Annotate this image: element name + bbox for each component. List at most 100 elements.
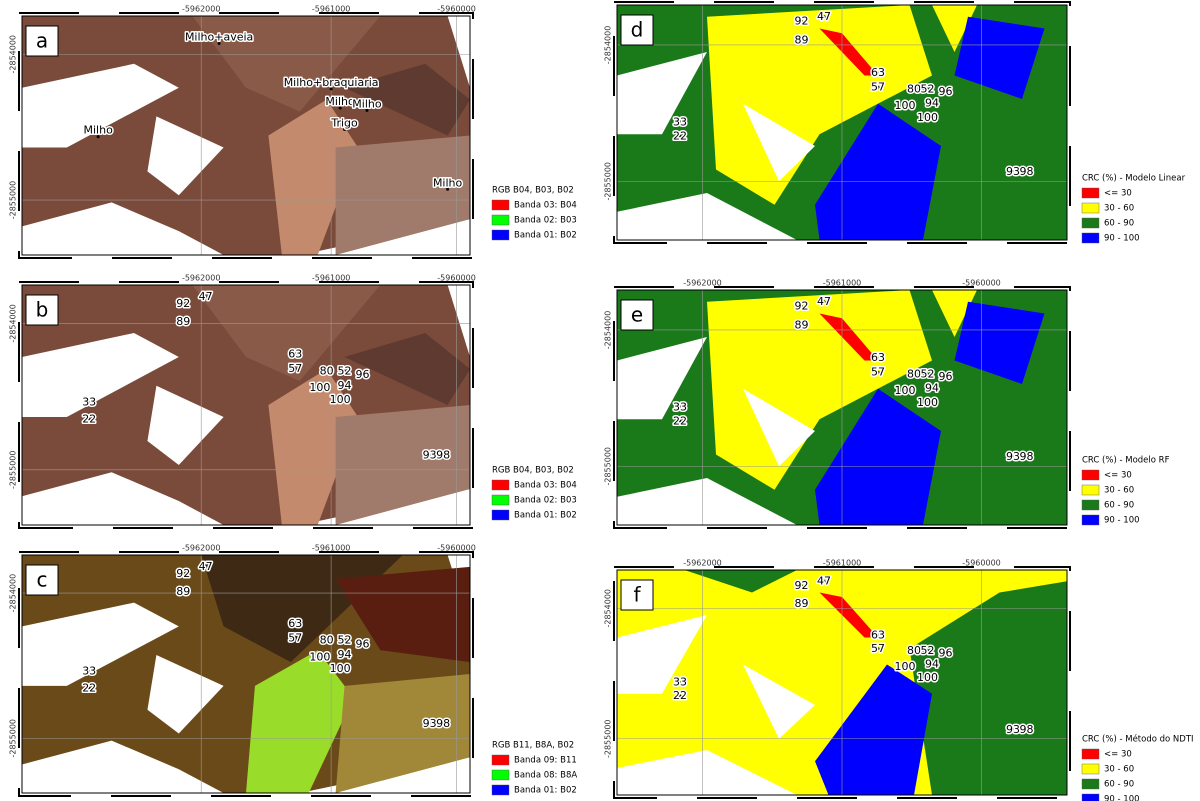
sample-point (930, 387, 934, 391)
map-area (909, 581, 1067, 795)
point-label: 22 (673, 689, 687, 702)
sample-point (293, 622, 297, 626)
point-label: 47 (199, 290, 213, 303)
point-label: 80 (907, 644, 921, 657)
point-label: 98 (1020, 165, 1034, 178)
sample-point (876, 633, 880, 637)
legend-swatch (1081, 469, 1100, 481)
x-tick-label: -5960000 (962, 559, 1001, 568)
sample-point (944, 651, 947, 655)
x-tick-label: -5962000 (182, 274, 221, 283)
point-label: 94 (925, 658, 939, 671)
point-label: 96 (939, 370, 953, 383)
map-image (22, 555, 470, 793)
point-label: 47 (817, 10, 831, 23)
map-area (192, 16, 381, 112)
legend-swatch (1081, 499, 1100, 511)
sample-point (360, 642, 364, 646)
sample-point (876, 370, 880, 374)
legend-item: Banda 01: B02 (514, 511, 577, 521)
legend-item: Banda 01: B02 (514, 786, 577, 796)
sample-point (822, 15, 826, 19)
map-image (617, 290, 1067, 525)
panel-label: a (36, 29, 48, 53)
legend-item: 60 - 90 (1104, 780, 1134, 790)
sample-point (293, 353, 297, 357)
x-tick-label: -5961000 (312, 5, 351, 14)
map-area (815, 664, 932, 795)
sample-point (930, 102, 934, 106)
map-area (22, 333, 179, 417)
map-area (22, 602, 179, 686)
sample-point (903, 104, 907, 108)
panel-label-box (620, 14, 654, 46)
sample-point (876, 356, 880, 360)
sample-point (343, 369, 347, 373)
point-label: Milho+aveia (185, 31, 253, 44)
legend-title: RGB B04, B03, B02 (492, 186, 574, 196)
y-tick-label: -2854000 (604, 26, 613, 65)
legend-swatch (491, 769, 510, 781)
legend-item: Banda 03: B04 (514, 481, 577, 491)
legend-swatch (1081, 232, 1100, 244)
sample-point (343, 639, 347, 643)
sample-point (926, 649, 929, 653)
point-label: 57 (871, 80, 885, 93)
panel-label: d (631, 18, 644, 42)
y-tick-label: -2855000 (604, 162, 613, 201)
point-label: 80 (320, 364, 334, 377)
panel-label: b (36, 298, 49, 322)
sample-point (204, 295, 208, 299)
sample-point (338, 398, 342, 402)
panel-label: c (37, 568, 48, 592)
sample-point (360, 373, 364, 377)
sample-point (678, 121, 682, 124)
sample-point (800, 323, 803, 327)
map-image (617, 5, 1067, 240)
legend-swatch (1081, 202, 1100, 214)
legend-swatch (491, 784, 510, 796)
x-tick-label: -5961000 (312, 544, 351, 553)
sample-point (926, 88, 929, 92)
point-label: Milho (352, 97, 382, 110)
sample-point (428, 453, 432, 457)
point-label: 63 (288, 348, 302, 361)
sample-point (87, 401, 91, 405)
legend-item: 90 - 100 (1104, 516, 1140, 526)
legend-item: Banda 08: B8A (514, 771, 577, 781)
legend-title: RGB B04, B03, B02 (492, 466, 574, 476)
point-label: 100 (917, 396, 938, 409)
point-label: 22 (673, 415, 687, 428)
legend-swatch (491, 754, 510, 766)
point-label: 57 (871, 365, 885, 378)
point-label: 80 (320, 634, 334, 647)
map-area (617, 615, 707, 694)
map-area (617, 750, 797, 795)
point-label: 47 (817, 295, 831, 308)
point-label: 93 (1006, 450, 1020, 463)
x-tick-label: -5961000 (823, 559, 862, 568)
sample-point (318, 386, 322, 390)
sample-point (343, 384, 347, 388)
sample-point (181, 590, 185, 594)
sample-point (181, 302, 185, 306)
map-panel: -5962000 -5961000 -5960000 -2854000 -2855000… (9, 5, 577, 259)
sample-point (293, 367, 297, 371)
map-area (147, 385, 224, 465)
point-label: 93 (423, 448, 437, 461)
map-area (707, 5, 932, 205)
panel-label-box (620, 579, 654, 611)
sample-point (441, 722, 445, 726)
map-area (335, 674, 470, 793)
x-tick-label: -5962000 (182, 5, 221, 14)
sample-point (217, 42, 221, 46)
legend-swatch (1081, 763, 1100, 775)
map-area (268, 99, 358, 255)
sample-point (293, 636, 297, 640)
sample-point (678, 694, 682, 698)
legend-title: RGB B11, B8A, B02 (492, 741, 574, 751)
legend-swatch (491, 229, 510, 241)
point-label: 92 (795, 299, 809, 312)
point-label: 89 (176, 585, 190, 598)
sample-point (876, 647, 880, 651)
